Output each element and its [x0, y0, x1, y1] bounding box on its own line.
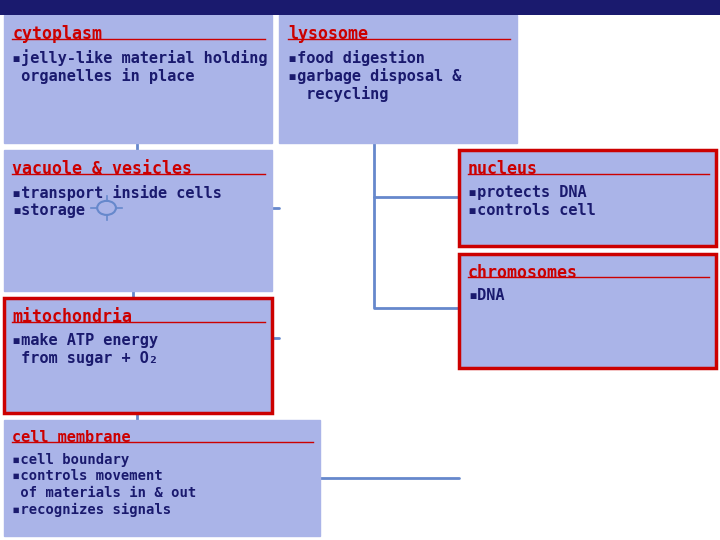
Text: nucleus: nucleus: [468, 160, 538, 178]
Text: ▪food digestion: ▪food digestion: [288, 50, 425, 65]
Text: organelles in place: organelles in place: [12, 68, 194, 84]
Text: vacuole & vesicles: vacuole & vesicles: [12, 160, 192, 178]
Text: ▪jelly-like material holding: ▪jelly-like material holding: [12, 50, 268, 66]
Text: ▪make ATP energy: ▪make ATP energy: [12, 333, 158, 348]
Bar: [4, 150, 272, 291]
Bar: [4, 420, 320, 536]
Text: ▪recognizes signals: ▪recognizes signals: [12, 503, 171, 517]
Bar: [459, 254, 716, 368]
Bar: [4, 298, 272, 413]
Text: ▪DNA: ▪DNA: [468, 288, 505, 303]
Text: lysosome: lysosome: [288, 25, 368, 43]
Text: from sugar + O₂: from sugar + O₂: [12, 350, 158, 366]
Text: cell membrane: cell membrane: [12, 430, 131, 445]
Text: ▪garbage disposal &: ▪garbage disposal &: [288, 68, 462, 84]
Text: ▪controls movement: ▪controls movement: [12, 469, 163, 483]
Bar: [4, 15, 272, 143]
Text: of materials in & out: of materials in & out: [12, 486, 197, 500]
Text: ▪controls cell: ▪controls cell: [468, 202, 595, 218]
Text: recycling: recycling: [288, 86, 388, 102]
Text: chromosomes: chromosomes: [468, 264, 578, 281]
Bar: [459, 150, 716, 246]
Bar: [279, 15, 517, 143]
Text: ▪protects DNA: ▪protects DNA: [468, 185, 587, 200]
Text: mitochondria: mitochondria: [12, 308, 132, 326]
Bar: [0, 0, 720, 15]
Text: ▪transport inside cells: ▪transport inside cells: [12, 185, 222, 200]
Text: cytoplasm: cytoplasm: [12, 25, 102, 43]
Text: ▪cell boundary: ▪cell boundary: [12, 453, 130, 467]
Text: ▪storage: ▪storage: [12, 202, 85, 218]
